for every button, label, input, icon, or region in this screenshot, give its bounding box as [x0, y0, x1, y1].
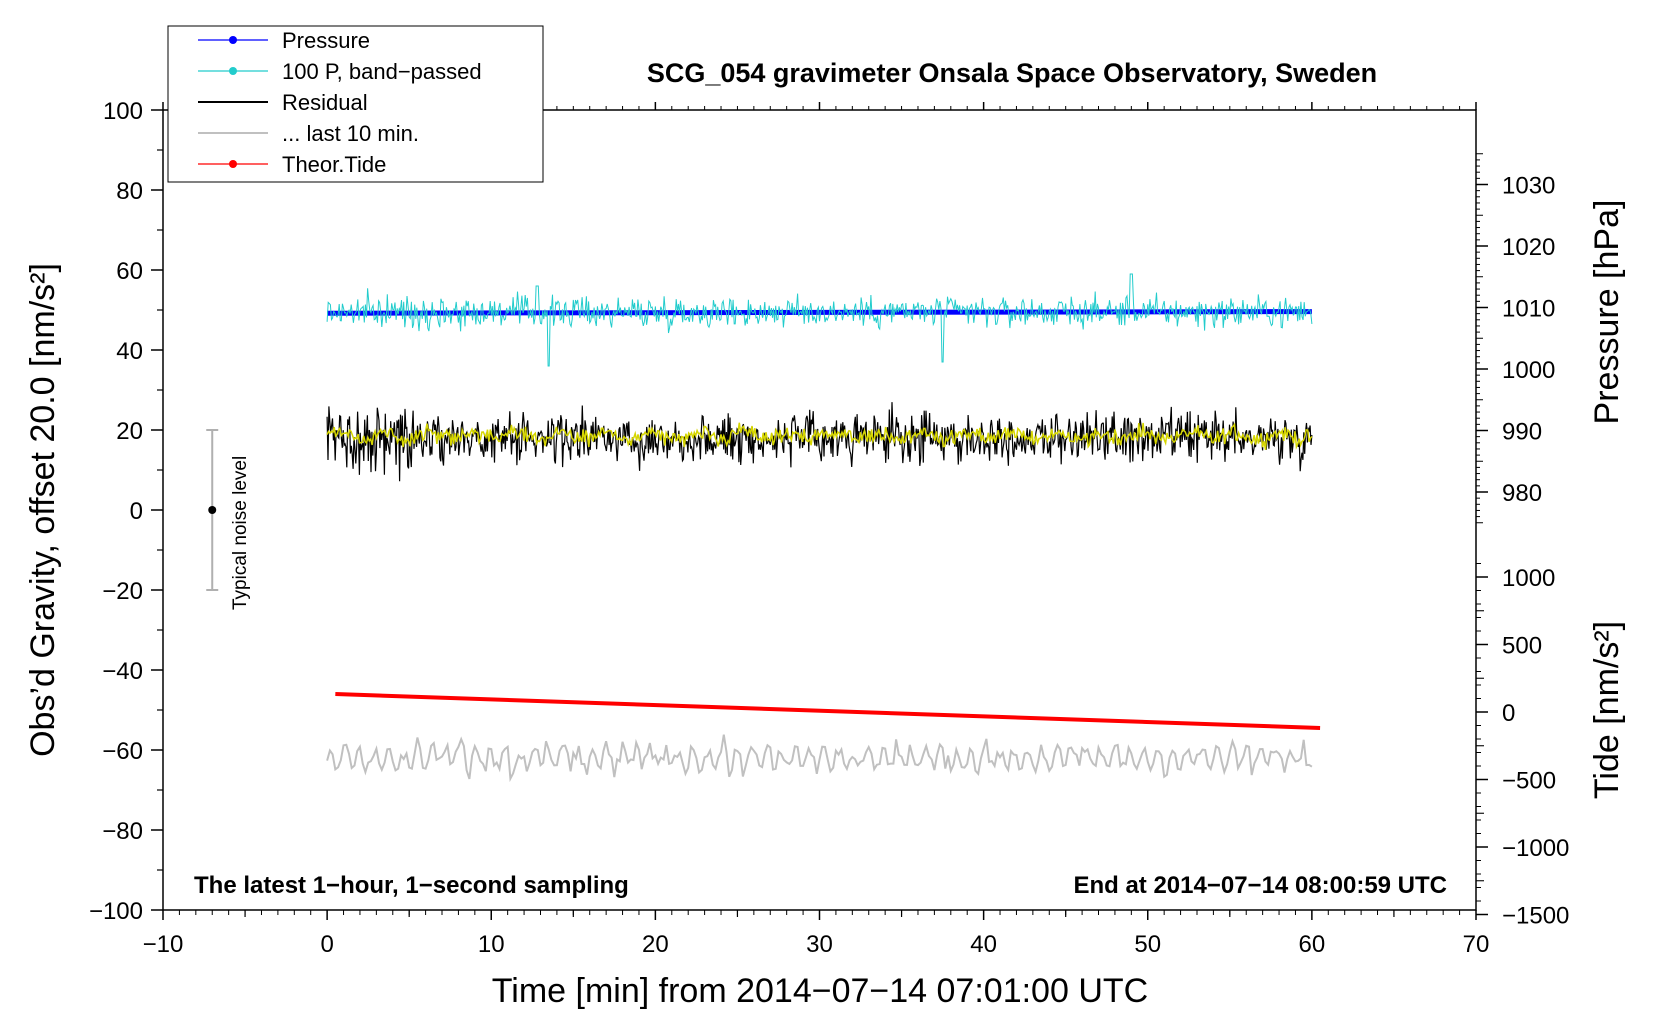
x-tick-label: 10 [478, 931, 505, 958]
x-tick-label: 20 [642, 931, 669, 958]
y-tick-label: 0 [130, 498, 143, 525]
x-tick-label: 30 [806, 931, 833, 958]
y-tick-label: 100 [103, 98, 143, 125]
legend-box [167, 25, 544, 183]
x-tick-label: 70 [1463, 931, 1490, 958]
y-tick-label: 80 [116, 178, 143, 205]
y-tick-label: −20 [102, 578, 143, 605]
tide-tick-label: −1000 [1502, 835, 1569, 862]
y-tick-label: −40 [102, 658, 143, 685]
y-axis-title-left: Obs’d Gravity, offset 20.0 [nm/s²] [24, 263, 62, 757]
series-last-10-min [326, 734, 1313, 783]
noise-label: Typical noise level [230, 456, 251, 610]
y-tick-label: −80 [102, 818, 143, 845]
series-layer [326, 273, 1321, 783]
y-tick-label: 20 [116, 418, 143, 445]
y-tick-label: 40 [116, 338, 143, 365]
legend: Pressure 100 P, band−passed Residual ... la… [167, 25, 544, 183]
x-tick-label: 60 [1299, 931, 1326, 958]
x-tick-label: −10 [143, 931, 184, 958]
tide-tick-label: −1500 [1502, 903, 1569, 930]
pressure-tick-label: 1030 [1502, 173, 1555, 200]
chart-title: SCG_054 gravimeter Onsala Space Observat… [647, 58, 1377, 88]
series-tide-line [335, 692, 1321, 730]
y-tick-label: −100 [89, 898, 143, 925]
tide-tick-label: 500 [1502, 633, 1542, 660]
pressure-tick-label: 1000 [1502, 357, 1555, 384]
x-tick-label: 0 [320, 931, 333, 958]
plot-frame [162, 109, 1477, 911]
legend-marker [229, 36, 237, 44]
axes: −10 0 10 20 30 40 50 60 70−100−80−60−40−20020406… [89, 98, 1569, 958]
noise-bar-center-dot [208, 506, 217, 514]
legend-label: Residual [282, 90, 368, 115]
legend-label: ... last 10 min. [282, 121, 419, 146]
legend-label: 100 P, band−passed [282, 59, 482, 84]
series-residual [326, 402, 1313, 482]
x-tick-label: 50 [1134, 931, 1161, 958]
annotation-end-time: End at 2014−07−14 08:00:59 UTC [1073, 872, 1447, 899]
y-tick-label: 60 [116, 258, 143, 285]
series-residual-smoothed [326, 422, 1313, 451]
legend-label: Pressure [282, 28, 370, 53]
series-pressure-bandpassed [326, 273, 1313, 367]
y-tick-label: −60 [102, 738, 143, 765]
legend-label: Theor.Tide [282, 152, 386, 177]
y-axis-title-pressure: Pressure [hPa] [1588, 200, 1626, 425]
y-axis-title-tide: Tide [nm/s²] [1588, 621, 1626, 799]
legend-marker [229, 67, 237, 75]
legend-marker [229, 160, 237, 168]
pressure-tick-label: 1010 [1502, 296, 1555, 323]
x-axis-title: Time [min] from 2014−07−14 07:01:00 UTC [492, 972, 1148, 1010]
annotation-sampling: The latest 1−hour, 1−second sampling [194, 872, 629, 899]
tide-tick-label: −500 [1502, 768, 1556, 795]
tide-tick-label: 1000 [1502, 565, 1555, 592]
pressure-tick-label: 990 [1502, 419, 1542, 446]
noise-bar [206, 429, 219, 591]
x-tick-label: 40 [970, 931, 997, 958]
pressure-tick-label: 980 [1502, 480, 1542, 507]
pressure-tick-label: 1020 [1502, 234, 1555, 261]
tide-tick-label: 0 [1502, 700, 1515, 727]
